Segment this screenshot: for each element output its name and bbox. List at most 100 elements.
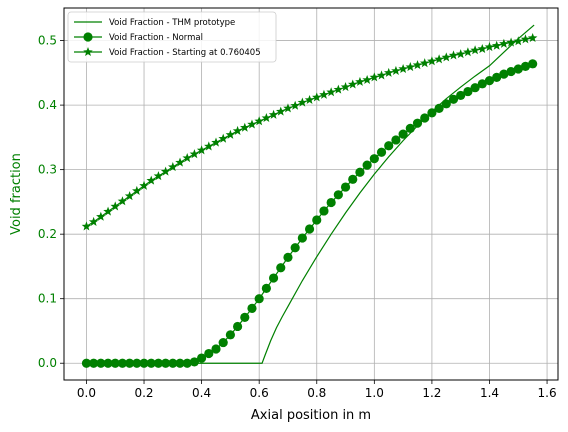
data-point — [355, 167, 365, 177]
y-axis-label: Void fraction — [9, 153, 24, 235]
legend: Void Fraction - THM prototype Void Fracti… — [67, 11, 277, 63]
data-point — [513, 64, 523, 74]
data-point — [81, 358, 92, 368]
data-point — [506, 66, 516, 77]
x-axis-label: Axial position in m — [251, 408, 371, 423]
data-point — [448, 94, 459, 104]
x-tick-label: 1.2 — [422, 386, 441, 400]
data-point — [491, 40, 502, 50]
grid — [64, 8, 558, 380]
data-point — [405, 62, 416, 72]
x-tick-label: 0.8 — [307, 386, 326, 400]
data-point — [312, 215, 322, 225]
data-point — [312, 92, 322, 102]
data-point — [419, 58, 430, 68]
data-point — [412, 118, 423, 128]
data-point — [153, 171, 164, 181]
data-point — [218, 133, 228, 143]
legend-marker — [83, 32, 93, 42]
data-point — [175, 157, 185, 167]
data-point — [211, 137, 221, 147]
data-point — [455, 49, 466, 59]
data-point — [197, 353, 207, 363]
data-point — [103, 358, 113, 368]
data-point — [362, 160, 372, 170]
series-line — [86, 24, 535, 364]
data-point — [146, 175, 156, 185]
x-tick-label: 0.6 — [250, 386, 269, 400]
data-point — [276, 106, 286, 116]
data-point — [441, 99, 451, 109]
data-point — [463, 86, 473, 97]
data-point — [268, 273, 279, 283]
data-point — [182, 153, 192, 163]
data-point — [470, 83, 480, 93]
data-point — [261, 113, 272, 123]
legend-entry: Void Fraction - Starting at 0.760405 — [74, 47, 261, 58]
legend-label: Void Fraction - THM prototype — [109, 18, 235, 28]
data-point — [124, 191, 135, 201]
data-point — [204, 348, 214, 359]
data-point — [139, 358, 149, 368]
data-point — [182, 358, 192, 368]
data-point — [204, 141, 214, 151]
data-point — [175, 358, 185, 368]
data-point — [427, 56, 437, 66]
data-point — [513, 36, 524, 46]
data-point — [247, 303, 257, 313]
data-point — [297, 233, 307, 243]
legend-label: Void Fraction - Starting at 0.760405 — [109, 48, 261, 58]
data-point — [225, 330, 235, 340]
data-point — [477, 79, 487, 89]
data-point — [146, 358, 156, 368]
data-point — [427, 108, 437, 118]
series-3 — [81, 33, 538, 231]
data-point — [240, 122, 250, 132]
data-point — [376, 147, 387, 157]
data-point — [499, 38, 509, 48]
data-point — [463, 47, 473, 57]
data-point — [326, 197, 336, 208]
data-point — [520, 61, 531, 71]
data-point — [348, 174, 358, 184]
data-point — [132, 358, 142, 368]
ticks: 0.0 0.2 0.4 0.6 0.8 1.0 1.2 1.4 1.6 0.0 0.1 0.2 0.3 0… — [38, 34, 557, 400]
x-tick-label: 0.2 — [134, 386, 153, 400]
data-point — [456, 90, 466, 101]
data-point — [283, 103, 293, 113]
data-point — [391, 135, 401, 145]
data-point — [268, 109, 279, 119]
data-point — [240, 312, 250, 323]
data-point — [139, 180, 149, 190]
data-point — [232, 125, 243, 135]
data-point — [319, 89, 329, 99]
data-point — [520, 34, 531, 44]
data-point — [340, 82, 351, 92]
data-point — [117, 196, 128, 206]
data-point — [160, 166, 171, 176]
data-point — [153, 358, 164, 368]
data-point — [347, 79, 358, 89]
data-point — [434, 54, 444, 64]
data-point — [333, 84, 344, 94]
series-1 — [86, 24, 535, 364]
data-point — [319, 206, 329, 216]
data-point — [506, 37, 516, 47]
data-point — [254, 294, 264, 304]
data-point — [484, 42, 495, 52]
data-point — [88, 216, 99, 226]
data-point — [168, 358, 178, 368]
series-2 — [81, 59, 538, 368]
data-point — [225, 129, 236, 139]
data-point — [297, 97, 308, 107]
data-point — [326, 87, 336, 97]
data-point — [340, 182, 351, 192]
data-point — [369, 72, 380, 82]
data-point — [362, 74, 372, 84]
data-point — [383, 67, 394, 77]
data-point — [398, 63, 408, 74]
data-point — [96, 358, 106, 368]
data-point — [110, 201, 120, 211]
data-point — [81, 221, 92, 231]
